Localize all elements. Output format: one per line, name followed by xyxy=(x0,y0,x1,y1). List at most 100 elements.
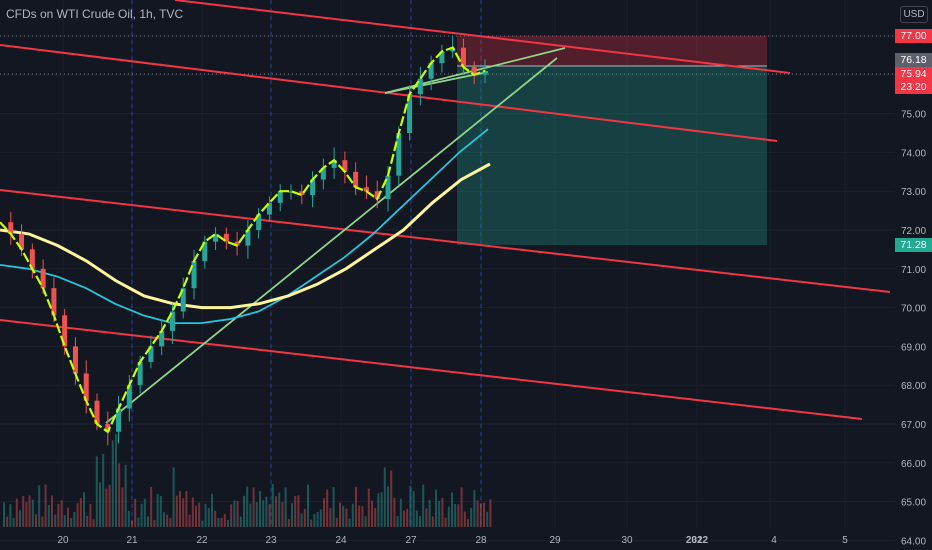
y-tick-label: 64.00 xyxy=(901,536,926,547)
volume-bar xyxy=(489,499,492,527)
candle-body xyxy=(363,187,369,192)
volume-bar xyxy=(467,519,469,527)
x-tick-label: 4 xyxy=(771,535,777,546)
candle-body xyxy=(266,202,272,215)
volume-bar xyxy=(3,502,5,527)
volume-bar xyxy=(415,510,418,527)
volume-bar xyxy=(147,516,149,527)
x-tick-label: 30 xyxy=(621,535,633,546)
candle-body xyxy=(62,315,68,347)
volume-bar xyxy=(60,500,63,527)
volume-bar xyxy=(297,495,300,527)
volume-bar xyxy=(201,520,204,527)
volume-bar xyxy=(355,486,357,527)
volume-bar xyxy=(307,484,309,527)
volume-bar xyxy=(348,518,351,527)
y-tick-label: 74.00 xyxy=(901,148,926,159)
candle-body xyxy=(288,191,294,193)
candle-body xyxy=(428,63,434,79)
volume-bar xyxy=(275,496,277,527)
volume-bar xyxy=(121,487,124,527)
volume-bar xyxy=(195,505,197,527)
volume-bar xyxy=(217,518,220,527)
candle-body xyxy=(223,233,229,242)
candle-body xyxy=(213,233,219,242)
volume-bar xyxy=(159,495,162,527)
volume-bar xyxy=(428,499,431,527)
y-tick-label: 72.00 xyxy=(901,226,926,237)
volume-bar xyxy=(271,484,274,527)
volume-bar xyxy=(364,516,367,527)
candle-body xyxy=(169,311,175,331)
volume-bar xyxy=(310,519,313,527)
volume-bar xyxy=(252,487,255,527)
volume-bar xyxy=(262,500,265,527)
hull-line xyxy=(0,46,486,434)
volume-bar xyxy=(169,517,172,527)
x-tick-label: 2022 xyxy=(686,535,709,546)
volume-bar xyxy=(227,519,229,527)
volume-bar xyxy=(316,512,319,527)
x-tick-label: 27 xyxy=(405,535,417,546)
volume-bar xyxy=(31,499,34,527)
volume-bar xyxy=(67,507,69,527)
take-profit-zone xyxy=(457,66,767,245)
candle-body xyxy=(277,191,283,203)
volume-bar xyxy=(259,491,261,527)
candle-body xyxy=(159,330,165,347)
y-tick-label: 67.00 xyxy=(901,420,926,431)
volume-bar xyxy=(163,512,165,527)
volume-bar xyxy=(476,500,479,527)
volume-bar xyxy=(6,516,9,527)
volume-bar xyxy=(198,502,201,527)
volume-bar xyxy=(479,503,482,527)
volume-bar xyxy=(188,514,191,527)
currency-button[interactable]: USD xyxy=(900,6,928,23)
volume-bar xyxy=(246,486,249,527)
candle-body xyxy=(245,230,251,246)
volume-bar xyxy=(451,492,453,527)
volume-bar xyxy=(211,493,213,527)
volume-bar xyxy=(323,498,325,527)
volume-bar xyxy=(287,519,290,527)
candle-body xyxy=(256,214,262,230)
volume-bar xyxy=(54,514,57,527)
candle-body xyxy=(105,424,111,432)
volume-bar xyxy=(86,515,89,527)
candle-body xyxy=(396,133,402,176)
x-tick-label: 29 xyxy=(549,535,561,546)
volume-bar xyxy=(265,496,268,527)
volume-bar xyxy=(444,517,447,527)
moving-averages xyxy=(0,128,491,324)
x-tick-label: 24 xyxy=(335,535,347,546)
volume-bar xyxy=(371,500,373,527)
bar-countdown: 23:20 xyxy=(895,80,932,94)
volume-bar xyxy=(166,514,169,527)
volume-bar xyxy=(291,503,293,527)
volume-bar xyxy=(335,517,338,527)
volume-bar xyxy=(374,507,377,527)
volume-bar xyxy=(140,503,143,527)
volume-bar xyxy=(387,486,389,527)
volume-bar xyxy=(233,500,236,527)
volume-bar xyxy=(268,504,271,527)
volume-bar xyxy=(19,510,21,527)
volume-bar xyxy=(239,516,242,527)
volume-bar xyxy=(47,505,50,527)
y-tick-label: 68.00 xyxy=(901,381,926,392)
volume-bar xyxy=(339,502,341,527)
volume-bar xyxy=(38,485,41,527)
volume-bar xyxy=(406,508,409,527)
volume-bar xyxy=(124,464,127,527)
volume-bar xyxy=(342,505,345,527)
volume-bar xyxy=(172,467,175,527)
volume-bar xyxy=(51,495,53,527)
volume-bar xyxy=(127,510,130,527)
volume-bar xyxy=(182,498,185,527)
candle-body xyxy=(353,171,359,188)
y-tick-label: 66.00 xyxy=(901,459,926,470)
volume-bar xyxy=(419,515,421,527)
candle-body xyxy=(439,51,445,64)
volume-bar xyxy=(179,490,181,527)
